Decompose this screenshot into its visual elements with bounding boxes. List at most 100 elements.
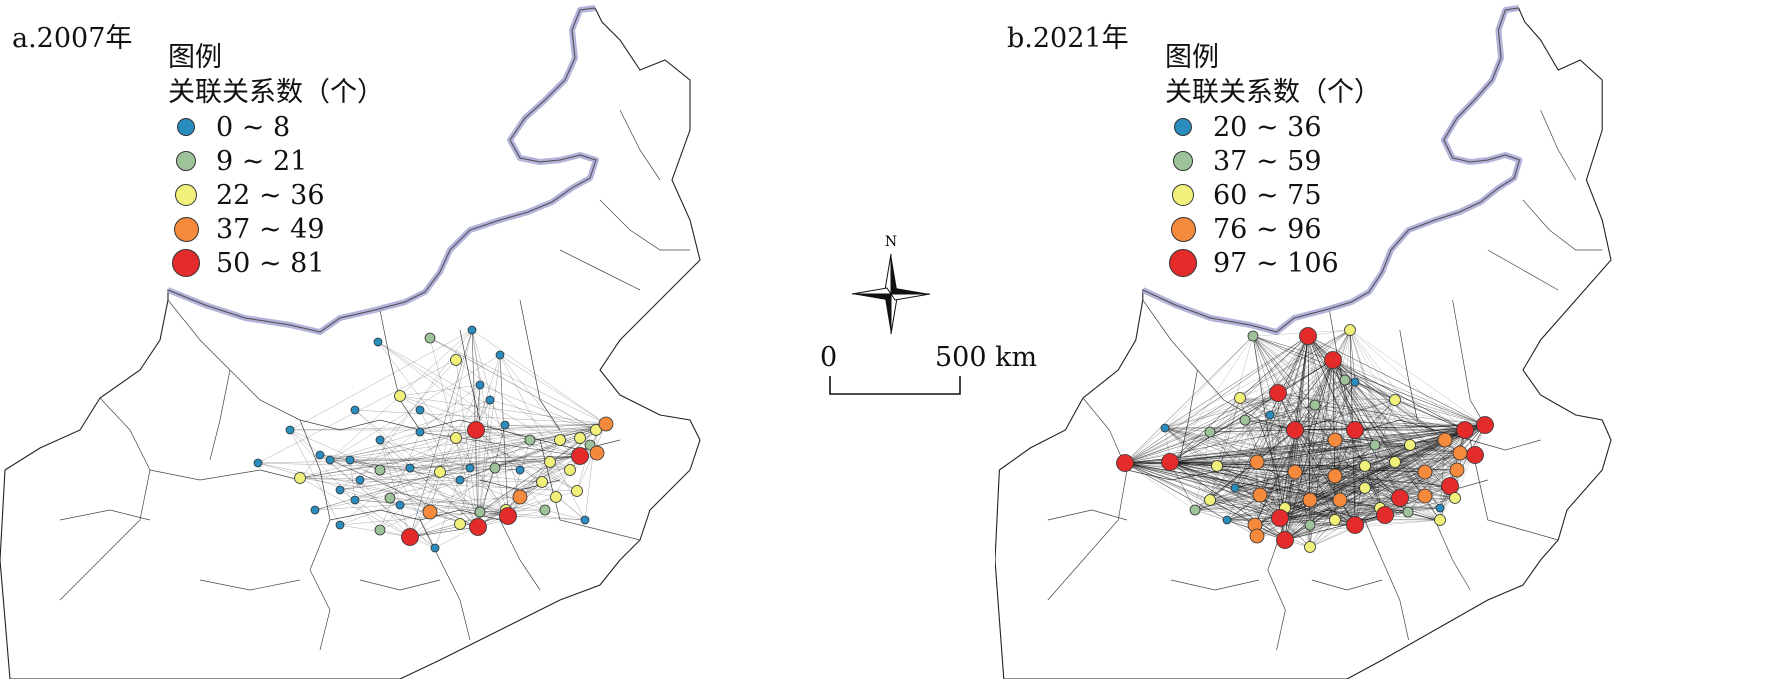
city-node: [1271, 509, 1289, 527]
link: [1169, 429, 1466, 463]
link: [1239, 397, 1366, 489]
link: [1277, 392, 1466, 431]
link: [1409, 429, 1466, 446]
link: [329, 455, 581, 461]
city-node: [373, 337, 383, 347]
link: [1256, 469, 1458, 537]
link: [1334, 424, 1486, 521]
link: [329, 459, 479, 528]
city-node: [294, 472, 306, 484]
link: [1169, 461, 1311, 501]
link: [1309, 429, 1466, 526]
link: [1354, 465, 1366, 526]
legend-item: 22 ~ 36: [168, 178, 384, 212]
link: [1234, 471, 1296, 489]
city-node: [485, 395, 495, 405]
city-node: [375, 435, 385, 445]
legend-item: 37 ~ 59: [1165, 144, 1381, 178]
link: [1234, 414, 1271, 489]
city-node: [1404, 439, 1416, 451]
link: [1399, 469, 1458, 499]
link: [1124, 429, 1296, 464]
link: [1294, 399, 1396, 431]
link: [1234, 454, 1476, 489]
link: [1169, 444, 1411, 463]
link: [1269, 404, 1316, 416]
legend-symbol: [1165, 110, 1201, 144]
link: [1169, 461, 1296, 473]
link: [1124, 462, 1341, 501]
link: [1354, 381, 1396, 401]
link: [1216, 429, 1296, 467]
link: [1254, 429, 1296, 526]
city-node: [467, 325, 477, 335]
link: [1284, 429, 1466, 541]
link: [1332, 359, 1441, 509]
link: [399, 395, 607, 425]
link: [1169, 439, 1336, 463]
link: [1394, 399, 1486, 426]
link: [1284, 475, 1336, 541]
link: [1239, 397, 1466, 431]
link: [1254, 359, 1334, 526]
link: [1194, 359, 1334, 511]
link: [1332, 359, 1486, 426]
link: [1284, 429, 1356, 541]
link: [1124, 462, 1228, 521]
north-arrow-icon: N: [848, 230, 934, 340]
link: [499, 354, 581, 457]
legend-2007: 图例 关联关系数（个） 0 ~ 8 9 ~ 21 22 ~ 36 37 ~ 49…: [168, 40, 384, 280]
link: [379, 439, 471, 469]
link: [1216, 465, 1381, 509]
link: [1279, 497, 1401, 519]
link: [1169, 399, 1396, 463]
link: [1124, 462, 1311, 501]
link: [1194, 487, 1366, 511]
city-node: [574, 432, 586, 444]
link: [1307, 335, 1336, 477]
link: [1169, 461, 1366, 467]
link: [1284, 359, 1334, 541]
link: [1124, 335, 1309, 464]
link: [1256, 461, 1441, 509]
link: [1269, 414, 1356, 431]
link: [1294, 429, 1456, 499]
link: [1164, 379, 1346, 429]
link: [477, 455, 581, 528]
link: [1284, 359, 1334, 541]
link: [1252, 335, 1286, 509]
link: [1269, 404, 1316, 416]
link: [1124, 462, 1281, 519]
link: [1234, 399, 1396, 489]
link: [1334, 439, 1461, 454]
link: [1164, 379, 1346, 429]
link: [1169, 461, 1281, 519]
link: [1209, 379, 1346, 501]
link: [1124, 462, 1311, 548]
link: [471, 329, 496, 469]
link: [1252, 335, 1461, 454]
link: [1294, 429, 1396, 463]
link: [1279, 359, 1334, 519]
link: [1279, 517, 1356, 526]
link: [1244, 419, 1486, 426]
link: [1374, 429, 1466, 446]
link: [1334, 399, 1396, 441]
link: [1252, 335, 1409, 513]
link: [1209, 431, 1258, 463]
link: [1294, 429, 1476, 456]
link: [1256, 359, 1334, 463]
link: [1277, 392, 1461, 454]
link: [1254, 475, 1336, 526]
link: [1354, 399, 1396, 526]
city-node: [335, 520, 345, 530]
link: [504, 424, 597, 431]
link: [314, 496, 521, 511]
link: [1194, 494, 1261, 511]
link: [1349, 329, 1458, 471]
link: [1307, 335, 1401, 499]
link: [1256, 359, 1334, 537]
city-node: [1269, 384, 1287, 402]
link: [1284, 514, 1386, 541]
link: [1256, 454, 1476, 537]
